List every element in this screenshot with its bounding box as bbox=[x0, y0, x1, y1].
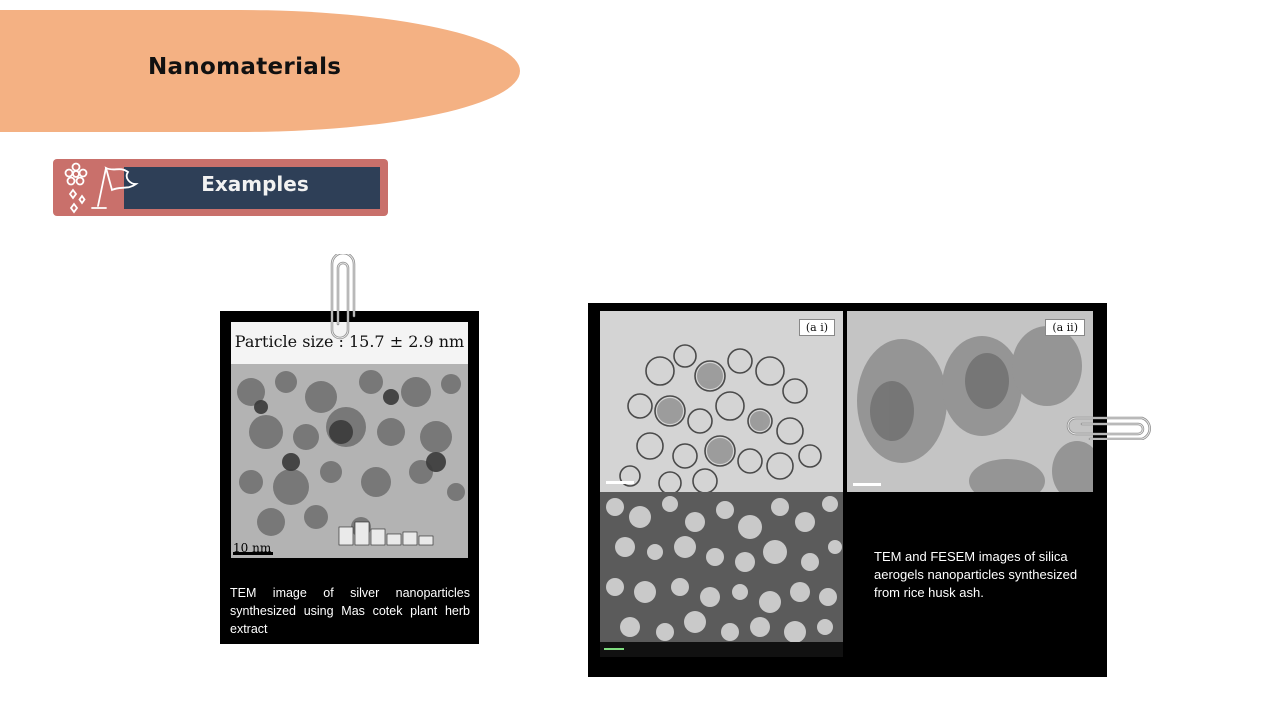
tem-particles-graphic bbox=[231, 322, 468, 558]
slide-title: Nanomaterials bbox=[148, 54, 342, 80]
section-banner-inner bbox=[124, 167, 380, 209]
right-figure-caption: TEM and FESEM images of silica aerogels … bbox=[874, 549, 1078, 600]
title-shape bbox=[0, 10, 520, 132]
paperclip-icon bbox=[1066, 416, 1151, 440]
paperclip-icon bbox=[330, 254, 356, 340]
silica-tem-image-a1: (a i) bbox=[600, 311, 843, 492]
silver-nanoparticles-tem-image: Particle size : 15.7 ± 2.9 nm 10 nm bbox=[231, 322, 468, 558]
tem-closeup-graphic bbox=[847, 311, 1093, 492]
panel-label-a1: (a i) bbox=[798, 319, 835, 336]
left-figure-caption: TEM image of silver nanoparticles synthe… bbox=[230, 586, 470, 636]
tem-network-graphic bbox=[600, 311, 843, 492]
flower-flag-icon bbox=[64, 162, 139, 214]
fesem-granular-graphic bbox=[600, 492, 843, 657]
scale-bar-label: 10 nm bbox=[233, 541, 272, 555]
particle-size-label: Particle size : 15.7 ± 2.9 nm bbox=[234, 332, 465, 351]
section-label: Examples bbox=[201, 172, 309, 196]
panel-label-a2: (a ii) bbox=[1045, 319, 1085, 336]
silica-tem-image-a2: (a ii) bbox=[847, 311, 1093, 492]
silica-fesem-image bbox=[600, 492, 843, 657]
